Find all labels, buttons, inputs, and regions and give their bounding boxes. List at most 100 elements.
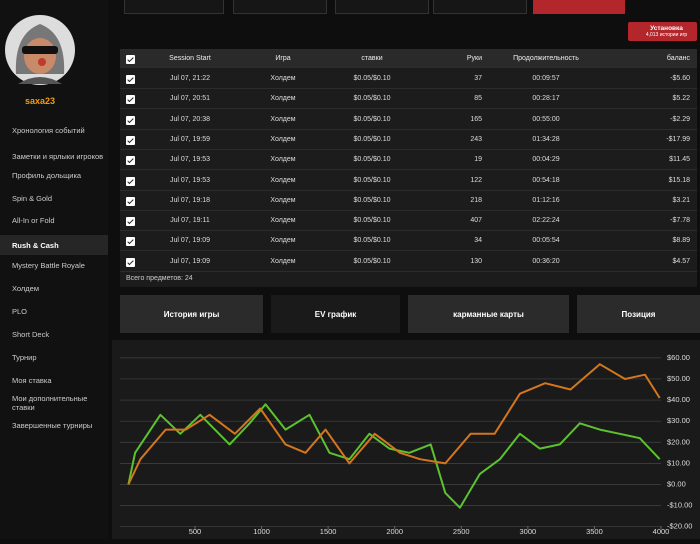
x-tick-label: 500 (189, 527, 202, 536)
sidebar: saxa23 Хронология событий Заметки и ярлык… (0, 0, 108, 539)
table-cell: 407 (470, 217, 482, 225)
table-row: Jul 07, 19:59 Холдем $0.05/$0.10 243 01:34:2… (120, 130, 697, 150)
y-tick-label: $40.00 (667, 395, 690, 404)
table-cell: $4.57 (672, 257, 690, 265)
header-cell[interactable]: Продолжительность (513, 55, 579, 62)
table-row: Jul 07, 19:11 Холдем $0.05/$0.10 407 02:22:2… (120, 211, 697, 232)
table-cell: 122 (470, 176, 482, 184)
table-cell: Холдем (270, 196, 296, 204)
table-cell: $0.05/$0.10 (353, 95, 391, 103)
filter[interactable] (124, 0, 224, 14)
table-cell: Холдем (270, 75, 296, 82)
checkbox[interactable] (126, 95, 135, 105)
table-cell: Jul 07, 19:09 (169, 237, 211, 245)
filter[interactable] (335, 0, 429, 14)
table-row: Jul 07, 21:22 Холдем $0.05/$0.10 37 00:09:57… (120, 69, 697, 89)
menu-item[interactable]: Mystery Battle Royale (12, 260, 85, 270)
sessions-table: Session Start Игра ставки Руки Продолжительн… (120, 49, 697, 287)
tab[interactable]: Позиция (577, 295, 700, 333)
x-tick-label: 3000 (520, 527, 537, 536)
checkbox[interactable] (126, 135, 135, 145)
checkbox[interactable] (126, 217, 135, 227)
table-cell: Холдем (270, 156, 296, 164)
y-tick-label: $20.00 (667, 437, 690, 446)
menu-item[interactable]: Турнир (12, 352, 37, 362)
y-tick-label: -$10.00 (667, 501, 692, 510)
table-cell: 01:12:16 (532, 196, 560, 204)
checkbox[interactable] (126, 55, 135, 64)
menu-item[interactable]: Заметки и ярлыки игроков (12, 151, 104, 161)
menu-item[interactable]: PLO (12, 306, 28, 316)
table-row: Jul 07, 19:53 Холдем $0.05/$0.10 19 00:04:29… (120, 150, 697, 171)
header-cell[interactable]: баланс (666, 55, 690, 62)
checkbox[interactable] (126, 176, 135, 186)
install-title: Установка (650, 25, 683, 32)
table-cell: $15.18 (668, 176, 690, 184)
table-row: Jul 07, 20:51 Холдем $0.05/$0.10 85 00:28:17… (120, 89, 697, 110)
table-cell: Холдем (270, 257, 296, 265)
filter-button[interactable] (533, 0, 625, 14)
table-cell: $0.05/$0.10 (353, 115, 391, 123)
filter[interactable] (233, 0, 327, 14)
table-cell: $11.45 (669, 156, 690, 164)
tab[interactable]: EV график (271, 295, 400, 333)
menu-item[interactable]: Моя ставка (12, 375, 52, 385)
checkbox[interactable] (126, 257, 135, 267)
table-cell: Jul 07, 20:51 (169, 95, 211, 103)
install-button[interactable]: Установка 4,013 истории игр (628, 22, 697, 41)
header-cell[interactable]: ставки (361, 55, 383, 62)
tab[interactable]: История игры (120, 295, 263, 333)
menu-item[interactable]: Мои дополнительные ставки (12, 394, 88, 412)
filter[interactable] (433, 0, 527, 14)
table-header: Session Start Игра ставки Руки Продолжительн… (120, 49, 697, 68)
table-cell: 00:28:17 (532, 95, 560, 103)
menu-item[interactable]: Short Deck (12, 329, 50, 339)
table-cell: 243 (470, 135, 482, 143)
table-cell: Холдем (270, 217, 296, 225)
y-tick-label: $0.00 (667, 479, 686, 488)
table-cell: Jul 07, 19:11 (170, 217, 210, 225)
header-cell[interactable]: Игра (275, 55, 291, 62)
table-cell: Jul 07, 19:59 (169, 135, 211, 143)
tab[interactable]: карманные карты (408, 295, 569, 333)
table-cell: 85 (474, 95, 482, 103)
checkbox[interactable] (126, 75, 135, 84)
y-tick-label: $50.00 (667, 374, 690, 383)
menu-item[interactable]: Spin & Gold (12, 193, 53, 203)
menu-item[interactable]: Холдем (12, 283, 40, 293)
menu-item[interactable]: All-In or Fold (12, 215, 55, 225)
table-cell: Холдем (270, 237, 296, 245)
table-cell: $5.22 (672, 95, 690, 103)
checkbox[interactable] (126, 196, 135, 206)
y-tick-label: $30.00 (667, 416, 690, 425)
y-tick-label: $10.00 (667, 458, 690, 467)
x-tick-label: 3500 (586, 527, 603, 536)
menu-item[interactable]: Хронология событий (12, 125, 85, 135)
table-cell: Jul 07, 20:38 (169, 115, 211, 123)
table-cell: Jul 07, 19:53 (169, 156, 211, 164)
checkbox[interactable] (126, 237, 135, 247)
table-cell: 19 (474, 156, 482, 164)
x-tick-label: 2500 (453, 527, 470, 536)
y-tick-label: $60.00 (667, 353, 690, 362)
table-cell: $0.05/$0.10 (353, 176, 391, 184)
table-row: Jul 07, 19:53 Холдем $0.05/$0.10 122 00:54:1… (120, 171, 697, 191)
table-row: Jul 07, 19:09 Холдем $0.05/$0.10 130 00:36:2… (120, 252, 697, 272)
table-footer: Всего предметов: 24 (126, 275, 193, 282)
username: saxa23 (24, 96, 56, 106)
table-cell: 37 (474, 75, 482, 82)
checkbox[interactable] (126, 156, 135, 166)
table-cell: 00:36:20 (532, 257, 560, 265)
header-cell[interactable]: Руки (466, 55, 482, 62)
table-cell: 130 (470, 257, 482, 265)
checkbox[interactable] (126, 115, 135, 125)
table-cell: -$5.60 (670, 75, 690, 82)
table-cell: Холдем (270, 135, 296, 143)
table-cell: -$2.29 (670, 115, 690, 123)
menu-item[interactable]: Профиль дольщика (12, 170, 82, 180)
x-tick-label: 1500 (320, 527, 337, 536)
header-cell[interactable]: Session Start (169, 55, 211, 62)
avatar (5, 15, 75, 85)
menu-item[interactable]: Завершенные турниры (12, 420, 93, 430)
menu-item[interactable]: Rush & Cash (0, 235, 108, 255)
